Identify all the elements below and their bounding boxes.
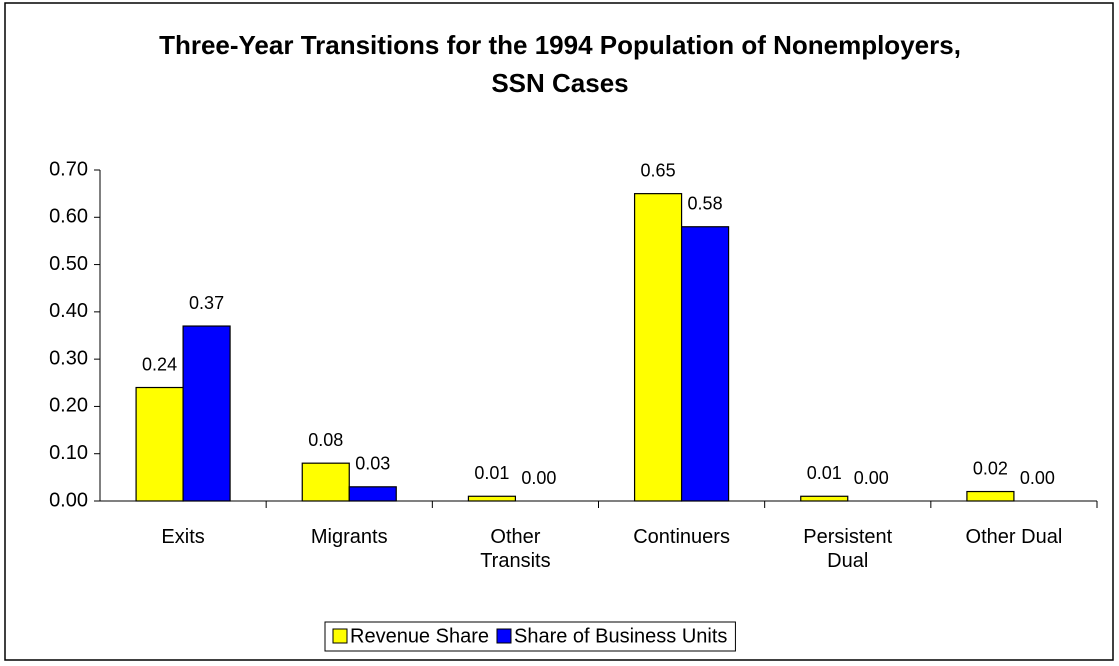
x-tick-label: Other Dual (965, 526, 1063, 548)
legend-box (324, 621, 736, 652)
y-tick-label: 0.50 (49, 253, 88, 275)
data-label: 0.01 (474, 463, 509, 483)
legend-label: Revenue Share (350, 625, 489, 647)
x-tick-label: Other Transits (480, 526, 551, 572)
y-tick-label: 0.00 (49, 489, 88, 511)
bar (633, 193, 683, 502)
legend-swatch (332, 628, 348, 644)
data-label: 0.03 (355, 454, 390, 474)
y-tick-label: 0.10 (49, 442, 88, 464)
data-label: 0.58 (688, 193, 723, 213)
y-tick-label: 0.60 (49, 206, 88, 228)
data-label: 0.00 (1020, 468, 1055, 488)
bar (680, 226, 730, 502)
data-label: 0.08 (308, 430, 343, 450)
x-tick-label: Migrants (310, 526, 388, 548)
x-tick-label: Continuers (633, 526, 730, 548)
data-label: 0.01 (807, 463, 842, 483)
bar (135, 386, 184, 502)
y-tick-label: 0.20 (49, 395, 88, 417)
x-tick-label: Persistent Dual (803, 526, 893, 572)
bar (467, 495, 517, 502)
legend-label: Share of Business Units (514, 625, 727, 647)
y-tick-label: 0.40 (49, 300, 88, 322)
data-label: 0.37 (189, 293, 224, 313)
bar (182, 325, 231, 502)
chart-title: Three-Year Transitions for the 1994 Popu… (159, 30, 961, 98)
data-label: 0.65 (641, 160, 676, 180)
data-label: 0.00 (854, 468, 889, 488)
data-label: 0.00 (521, 468, 556, 488)
bar (800, 495, 849, 502)
bar (348, 486, 397, 502)
data-label: 0.02 (973, 458, 1008, 478)
legend-swatch (496, 628, 512, 644)
y-tick-label: 0.70 (49, 158, 88, 180)
x-tick-label: Exits (161, 526, 205, 548)
bar (301, 462, 350, 502)
y-tick-label: 0.30 (49, 347, 88, 369)
data-label: 0.24 (142, 354, 177, 374)
bar (966, 490, 1015, 502)
